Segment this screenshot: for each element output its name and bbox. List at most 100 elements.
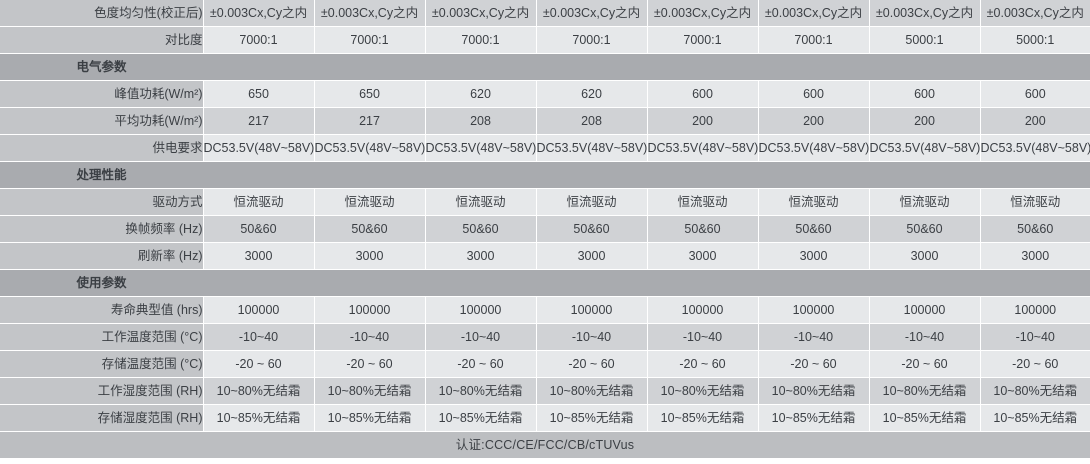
section-header-row: 电气参数 bbox=[0, 53, 1090, 81]
table-cell: 200 bbox=[646, 107, 758, 135]
table-cell: ±0.003Cx,Cy之内 bbox=[424, 0, 536, 27]
table-cell: 50&60 bbox=[868, 215, 980, 243]
table-cell: -20 ~ 60 bbox=[868, 350, 980, 378]
row-label: 工作湿度范围 (RH) bbox=[0, 377, 203, 405]
row-label: 驱动方式 bbox=[0, 188, 203, 216]
table-cell: 10~85%无结霜 bbox=[313, 404, 425, 432]
table-row: 供电要求 DC53.5V(48V~58V) DC53.5V(48V~58V) DC53… bbox=[0, 134, 1090, 162]
table-cell: 600 bbox=[979, 80, 1090, 108]
row-label: 存储温度范围 (°C) bbox=[0, 350, 203, 378]
table-cell: 100000 bbox=[646, 296, 758, 324]
table-cell: DC53.5V(48V~58V) bbox=[868, 134, 980, 162]
row-label: 色度均匀性(校正后) bbox=[0, 0, 203, 27]
table-cell: ±0.003Cx,Cy之内 bbox=[979, 0, 1090, 27]
section-header-label: 处理性能 bbox=[0, 161, 203, 189]
table-cell: ±0.003Cx,Cy之内 bbox=[868, 0, 980, 27]
table-cell: 恒流驱动 bbox=[313, 188, 425, 216]
table-cell: 200 bbox=[757, 107, 869, 135]
table-row: 寿命典型值 (hrs) 100000 100000 100000 100000 10000… bbox=[0, 296, 1090, 324]
row-label: 存储湿度范围 (RH) bbox=[0, 404, 203, 432]
table-cell: 650 bbox=[313, 80, 425, 108]
row-label: 平均功耗(W/m²) bbox=[0, 107, 203, 135]
table-cell: DC53.5V(48V~58V) bbox=[535, 134, 647, 162]
table-cell: 10~85%无结霜 bbox=[979, 404, 1090, 432]
table-cell: -20 ~ 60 bbox=[979, 350, 1090, 378]
table-cell: 3000 bbox=[757, 242, 869, 270]
table-cell: ±0.003Cx,Cy之内 bbox=[202, 0, 314, 27]
table-cell: 3000 bbox=[646, 242, 758, 270]
certification-row: 认证:CCC/CE/FCC/CB/cTUVus bbox=[0, 431, 1090, 458]
table-cell: -20 ~ 60 bbox=[646, 350, 758, 378]
table-cell: -10~40 bbox=[202, 323, 314, 351]
table-row: 存储湿度范围 (RH) 10~85%无结霜 10~85%无结霜 10~85%无结霜 10… bbox=[0, 404, 1090, 432]
table-cell: 100000 bbox=[313, 296, 425, 324]
table-cell: 100000 bbox=[868, 296, 980, 324]
table-cell: 3000 bbox=[202, 242, 314, 270]
table-cell: 600 bbox=[757, 80, 869, 108]
table-cell: 恒流驱动 bbox=[535, 188, 647, 216]
table-cell: 10~80%无结霜 bbox=[535, 377, 647, 405]
table-cell: 恒流驱动 bbox=[757, 188, 869, 216]
table-cell: ±0.003Cx,Cy之内 bbox=[535, 0, 647, 27]
table-row: 平均功耗(W/m²) 217 217 208 208 200 200 200 200 bbox=[0, 107, 1090, 135]
table-cell: 7000:1 bbox=[535, 26, 647, 54]
table-cell: 50&60 bbox=[757, 215, 869, 243]
table-cell: -10~40 bbox=[646, 323, 758, 351]
table-cell: 3000 bbox=[868, 242, 980, 270]
table-cell: 3000 bbox=[424, 242, 536, 270]
section-header-fill bbox=[203, 161, 1090, 189]
table-row: 峰值功耗(W/m²) 650 650 620 620 600 600 600 600 bbox=[0, 80, 1090, 108]
table-cell: -20 ~ 60 bbox=[202, 350, 314, 378]
table-row: 色度均匀性(校正后) ±0.003Cx,Cy之内 ±0.003Cx,Cy之内 ±0.0… bbox=[0, 0, 1090, 27]
row-label: 刷新率 (Hz) bbox=[0, 242, 203, 270]
table-cell: 3000 bbox=[313, 242, 425, 270]
table-cell: 10~85%无结霜 bbox=[535, 404, 647, 432]
table-cell: 200 bbox=[979, 107, 1090, 135]
table-cell: ±0.003Cx,Cy之内 bbox=[646, 0, 758, 27]
table-cell: -20 ~ 60 bbox=[424, 350, 536, 378]
table-cell: 10~80%无结霜 bbox=[979, 377, 1090, 405]
table-cell: -20 ~ 60 bbox=[535, 350, 647, 378]
table-cell: 620 bbox=[535, 80, 647, 108]
table-cell: 10~85%无结霜 bbox=[868, 404, 980, 432]
table-cell: 50&60 bbox=[424, 215, 536, 243]
table-row: 存储温度范围 (°C) -20 ~ 60 -20 ~ 60 -20 ~ 60 -20 ~… bbox=[0, 350, 1090, 378]
table-cell: 100000 bbox=[535, 296, 647, 324]
table-cell: DC53.5V(48V~58V) bbox=[979, 134, 1090, 162]
table-cell: -10~40 bbox=[424, 323, 536, 351]
table-cell: DC53.5V(48V~58V) bbox=[313, 134, 425, 162]
table-cell: 600 bbox=[646, 80, 758, 108]
table-cell: 10~80%无结霜 bbox=[202, 377, 314, 405]
table-cell: 217 bbox=[313, 107, 425, 135]
table-cell: 100000 bbox=[202, 296, 314, 324]
row-label: 寿命典型值 (hrs) bbox=[0, 296, 203, 324]
table-cell: 恒流驱动 bbox=[424, 188, 536, 216]
table-row: 刷新率 (Hz) 3000 3000 3000 3000 3000 3000 3000 3000 bbox=[0, 242, 1090, 270]
table-cell: 50&60 bbox=[535, 215, 647, 243]
table-cell: 恒流驱动 bbox=[979, 188, 1090, 216]
table-cell: 10~80%无结霜 bbox=[424, 377, 536, 405]
table-cell: 7000:1 bbox=[757, 26, 869, 54]
table-cell: ±0.003Cx,Cy之内 bbox=[757, 0, 869, 27]
table-cell: 208 bbox=[424, 107, 536, 135]
table-cell: 10~80%无结霜 bbox=[313, 377, 425, 405]
table-cell: 10~80%无结霜 bbox=[646, 377, 758, 405]
table-cell: -10~40 bbox=[313, 323, 425, 351]
table-cell: 恒流驱动 bbox=[868, 188, 980, 216]
table-cell: 10~80%无结霜 bbox=[868, 377, 980, 405]
table-cell: 100000 bbox=[979, 296, 1090, 324]
table-cell: DC53.5V(48V~58V) bbox=[424, 134, 536, 162]
table-cell: 3000 bbox=[535, 242, 647, 270]
row-label: 工作温度范围 (°C) bbox=[0, 323, 203, 351]
section-header-label: 使用参数 bbox=[0, 269, 203, 297]
table-row: 换帧频率 (Hz) 50&60 50&60 50&60 50&60 50&60 50&60 5… bbox=[0, 215, 1090, 243]
table-cell: 650 bbox=[202, 80, 314, 108]
table-cell: 5000:1 bbox=[979, 26, 1090, 54]
table-cell: 50&60 bbox=[202, 215, 314, 243]
section-header-row: 使用参数 bbox=[0, 269, 1090, 297]
table-cell: 7000:1 bbox=[313, 26, 425, 54]
table-cell: -20 ~ 60 bbox=[313, 350, 425, 378]
table-row: 对比度 7000:1 7000:1 7000:1 7000:1 7000:1 7000:1 5… bbox=[0, 26, 1090, 54]
section-header-fill bbox=[203, 53, 1090, 81]
